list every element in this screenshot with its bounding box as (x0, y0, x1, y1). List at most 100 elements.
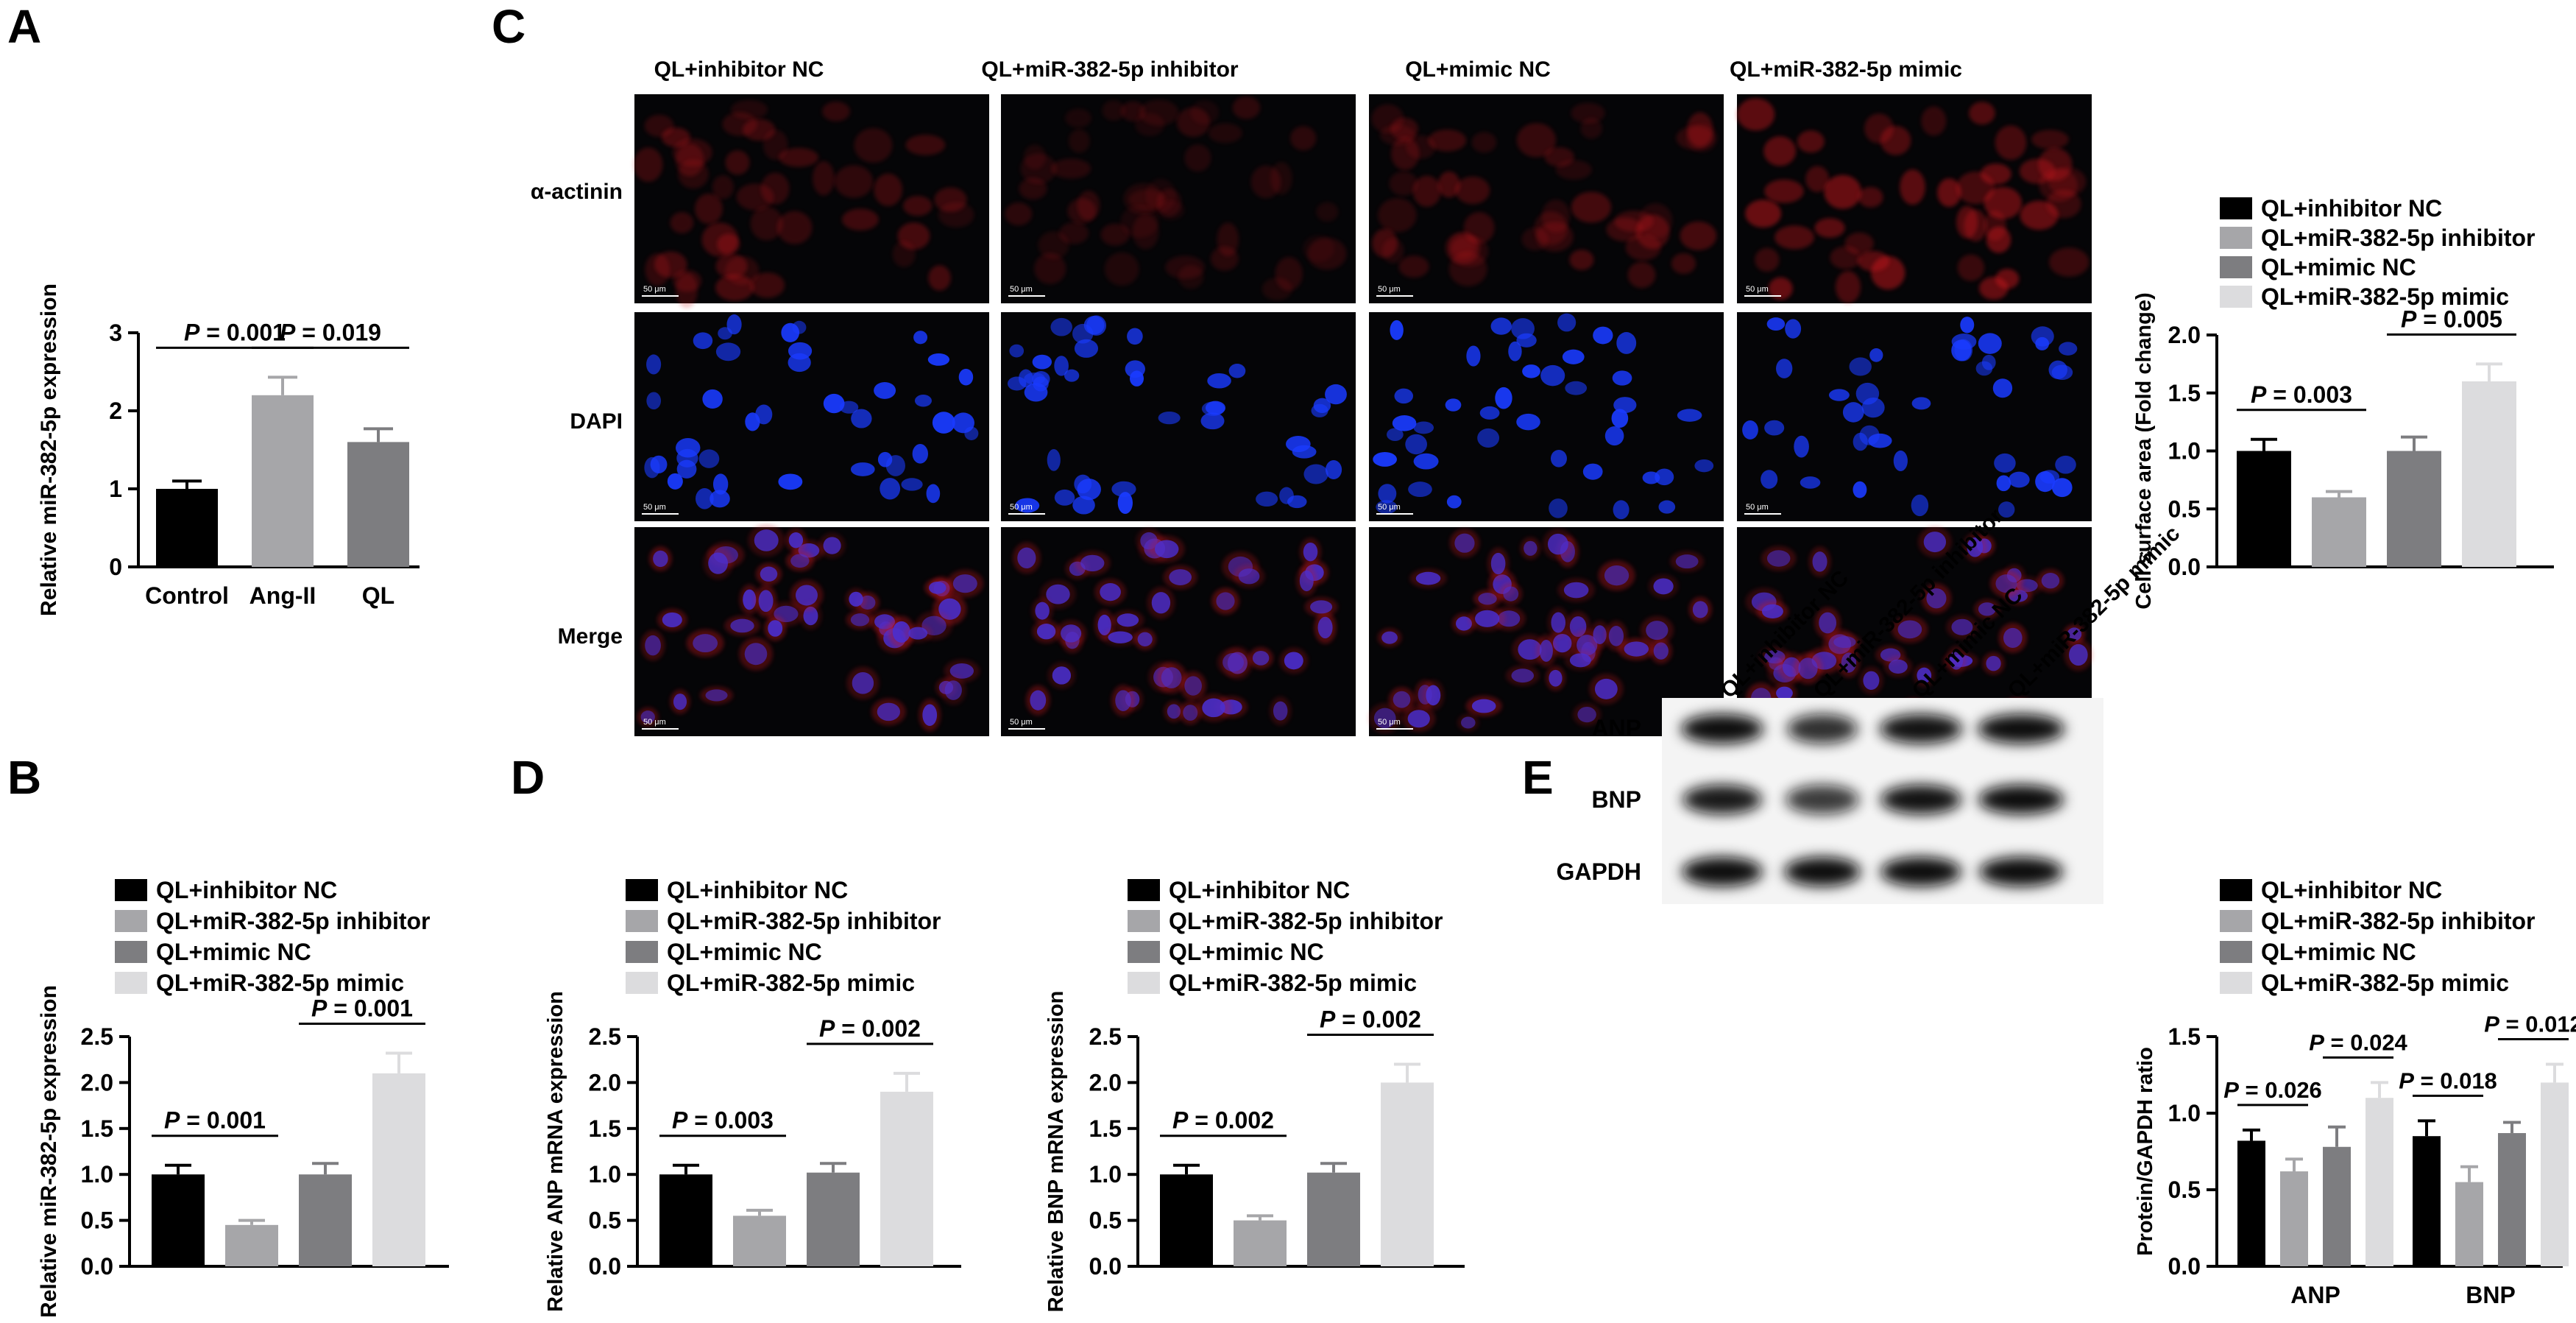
panel-d-bnp-chart: 0.0 0.5 1.0 1.5 2.0 2.5 Relative BNP mRNA expr… (1044, 991, 1465, 1313)
micrograph-tile: 50 μm (1737, 94, 2092, 303)
bar (2541, 1082, 2569, 1266)
blot-band (1880, 857, 1961, 886)
micrograph-tiles: 50 μm 50 μm 50 μm 50 μm 50 μm 50 μm 50 μm 50 μm… (634, 94, 2093, 739)
scale-bar-label: 50 μm (1010, 285, 1033, 294)
bar (2387, 451, 2441, 567)
y-tick-label: 1.0 (589, 1161, 621, 1188)
legend-label: QL+miR-382-5p inhibitor (667, 908, 941, 934)
panel-letter-a: A (7, 0, 41, 53)
column-title-mimic-nc: QL+mimic NC (1405, 57, 1551, 82)
legend-label: QL+inhibitor NC (2261, 195, 2442, 222)
micrograph-tile: 50 μm (1001, 312, 1356, 521)
legend-swatch (1128, 910, 1160, 932)
y-axis-label: Cell surface area (Fold change) (2132, 292, 2156, 609)
y-tick-label: 1.0 (81, 1161, 113, 1188)
panel-c-micrographs: QL+inhibitor NC QL+miR-382-5p inhibitor … (531, 57, 1962, 649)
legend-swatch (1128, 972, 1160, 994)
legend-swatch (115, 910, 147, 932)
bar (2280, 1171, 2308, 1266)
panel-c-chart: 0.0 0.5 1.0 1.5 2.0 Cell surface area (Fold c… (2132, 292, 2554, 610)
y-tick-label: 1.5 (2168, 380, 2201, 406)
bar (2323, 1146, 2351, 1266)
legend-label: QL+miR-382-5p mimic (2261, 970, 2509, 996)
bar (2237, 1140, 2265, 1266)
x-tick-label: QL (362, 582, 394, 609)
legend-label: QL+inhibitor NC (156, 877, 337, 903)
panel-d-anp-legend: QL+inhibitor NC QL+miR-382-5p inhibitor QL… (626, 877, 941, 996)
y-axis-label: Relative BNP mRNA expression (1044, 991, 1068, 1313)
bar (156, 489, 218, 567)
legend-label: QL+mimic NC (2261, 254, 2416, 281)
blot-band (1784, 857, 1861, 886)
bar (225, 1224, 278, 1266)
y-tick-label: 0.5 (81, 1207, 113, 1234)
column-title-mir-inhibitor: QL+miR-382-5p inhibitor (981, 57, 1239, 82)
bar (1160, 1174, 1213, 1266)
legend-label: QL+miR-382-5p mimic (2261, 283, 2509, 310)
legend-label: QL+mimic NC (2261, 939, 2416, 965)
bar (2237, 451, 2291, 567)
panel-letter-d: D (511, 751, 545, 804)
bar (347, 442, 409, 567)
x-tick-label: BNP (2466, 1282, 2516, 1308)
blot-band (1978, 714, 2064, 744)
legend-label: QL+miR-382-5p mimic (156, 970, 404, 996)
y-tick-label: 2.5 (1089, 1023, 1122, 1050)
scale-bar-label: 50 μm (1010, 718, 1033, 727)
micrograph-tile: 50 μm (634, 523, 989, 736)
panel-b-legend: QL+inhibitor NC QL+miR-382-5p inhibitor QL… (115, 877, 430, 996)
p-value-label: P = 0.002 (819, 1015, 921, 1042)
p-value-label: P = 0.003 (2251, 381, 2352, 408)
legend-swatch (1128, 941, 1160, 963)
y-tick-label: 0.5 (1089, 1207, 1122, 1234)
column-title-inhibitor-nc: QL+inhibitor NC (654, 57, 824, 82)
blot-band (1682, 785, 1762, 814)
legend-swatch (2220, 256, 2252, 278)
blot-band (1880, 785, 1961, 814)
panel-d-anp-chart: 0.0 0.5 1.0 1.5 2.0 2.5 Relative ANP mRNA expr… (544, 991, 961, 1312)
bar (152, 1174, 205, 1266)
panel-d-bnp-legend: QL+inhibitor NC QL+miR-382-5p inhibitor QL… (1128, 877, 1443, 996)
panel-letter-e: E (1522, 751, 1554, 804)
blot-label-anp: ANP (1591, 715, 1641, 741)
bar (1234, 1220, 1287, 1266)
blot-band (1682, 857, 1763, 886)
p-value-label: P = 0.002 (1320, 1006, 1421, 1032)
y-tick-label: 1.0 (1089, 1161, 1122, 1188)
y-tick-label: 2.5 (589, 1023, 621, 1050)
panel-c-legend: QL+inhibitor NC QL+miR-382-5p inhibitor QL… (2220, 195, 2535, 310)
y-axis-label: Protein/GAPDH ratio (2134, 1047, 2157, 1256)
x-tick-label: ANP (2290, 1282, 2340, 1308)
bar (2455, 1182, 2483, 1266)
scale-bar-label: 50 μm (1378, 285, 1401, 294)
panel-letter-b: B (7, 751, 41, 804)
y-tick-label: 0.0 (589, 1253, 621, 1280)
legend-label: QL+miR-382-5p inhibitor (1169, 908, 1443, 934)
y-tick-label: 2.0 (81, 1069, 113, 1096)
p-value-label: P = 0.024 (2309, 1029, 2407, 1055)
legend-swatch (2220, 197, 2252, 219)
scale-bar-label: 50 μm (1010, 503, 1033, 512)
bar (880, 1091, 933, 1266)
legend-swatch (115, 941, 147, 963)
y-tick-label: 2.0 (1089, 1069, 1122, 1096)
legend-swatch (2220, 910, 2252, 932)
micrograph-tile: 50 μm (1001, 94, 1356, 303)
scale-bar-label: 50 μm (1378, 718, 1401, 727)
y-tick-label: 2 (109, 398, 122, 424)
column-title-mir-mimic: QL+miR-382-5p mimic (1730, 57, 1962, 82)
micrograph-tile: 50 μm (634, 94, 989, 308)
x-tick-label: Ang-II (250, 582, 316, 609)
legend-swatch (2220, 286, 2252, 308)
scale-bar-label: 50 μm (643, 285, 666, 294)
y-tick-label: 0 (109, 554, 122, 580)
panel-e-legend: QL+inhibitor NC QL+miR-382-5p inhibitor QL… (2220, 877, 2535, 996)
micrograph-tile: 50 μm (634, 312, 989, 521)
bar (659, 1174, 712, 1266)
legend-swatch (626, 910, 658, 932)
legend-swatch (2220, 941, 2252, 963)
scale-bar-label: 50 μm (1378, 503, 1401, 512)
legend-label: QL+mimic NC (1169, 939, 1324, 965)
p-value-label: P = 0.001 (311, 995, 413, 1021)
y-tick-label: 0.5 (2168, 1176, 2201, 1203)
